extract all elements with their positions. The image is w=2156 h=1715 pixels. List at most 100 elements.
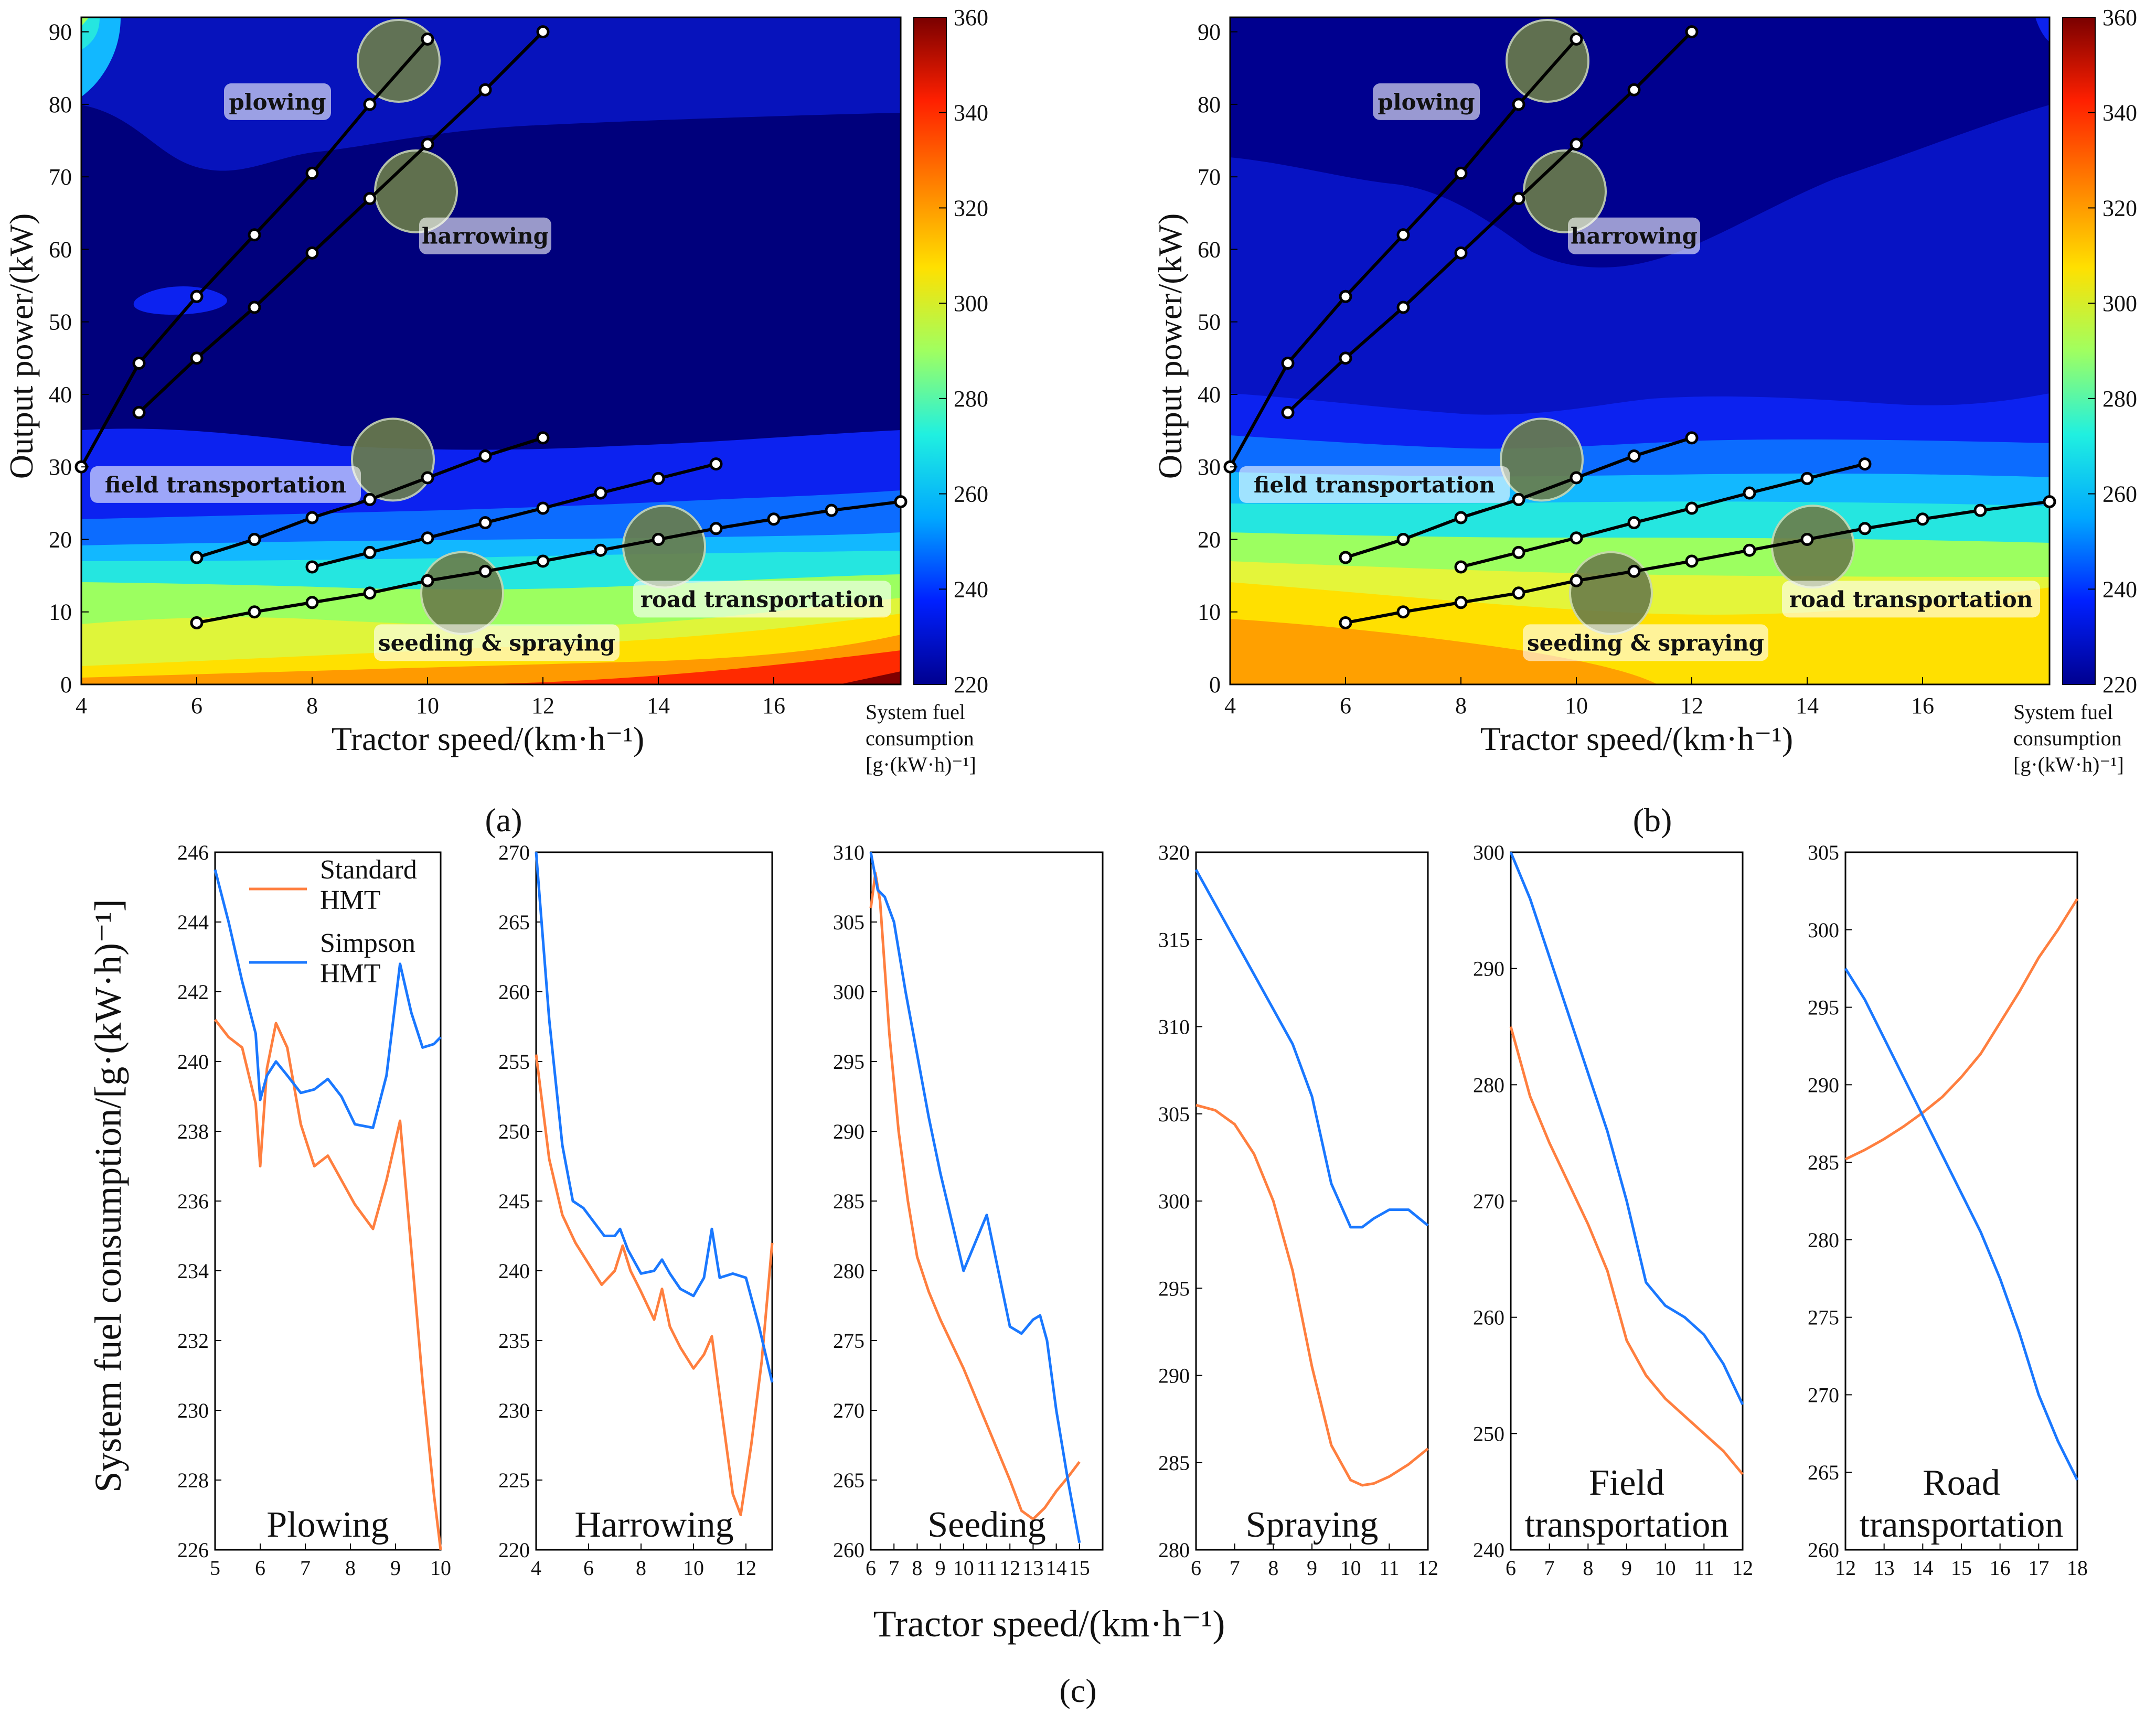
operation-point-field-transportation-a-4 [421, 471, 434, 485]
operation-point-field-transportation-b-0 [1339, 551, 1352, 564]
line-y-tick-label-4-2: 260 [1473, 1306, 1504, 1330]
line-y-tick-label-2-0: 260 [833, 1538, 864, 1562]
series-4-simpson-hmt [1509, 852, 1744, 1405]
line-x-tick-label-3-5: 11 [1379, 1556, 1400, 1580]
line-x-tick-label-3-0: 6 [1191, 1556, 1201, 1580]
operation-label-bg-plowing-a [224, 83, 331, 120]
operation-point-plowing-a-1 [132, 357, 146, 370]
line-chart-title-0-0: Plowing [266, 1505, 389, 1545]
operation-photo-road-transportation-b [1771, 505, 1855, 589]
y-tick-label-a-6: 60 [49, 237, 72, 262]
series-3-simpson-hmt [1194, 869, 1429, 1229]
operation-label-bg-road-transportation-a [633, 581, 891, 618]
operation-point-plowing-b-4 [1454, 166, 1468, 180]
y-tick-label-a-7: 70 [49, 164, 72, 190]
line-x-tick-label-5-4: 16 [1990, 1556, 2011, 1580]
operation-point-seeding-spraying-a-4 [536, 501, 550, 515]
operation-point-road-transportation-b-7 [1743, 543, 1756, 557]
colorbar-tick-label-1-0: 220 [2102, 672, 2137, 698]
y-tick-label-a-0: 0 [60, 672, 72, 698]
series-5-standard-hmt [1844, 898, 2079, 1161]
legend-label-1-0: Simpson [320, 928, 415, 958]
series-1-standard-hmt [535, 1054, 774, 1516]
colorbar-b-title-1: System fuel [2013, 700, 2113, 724]
legend-label-0-0: Standard [320, 855, 417, 885]
line-x-tick-label-2-3: 9 [935, 1556, 946, 1580]
colorbar-b-ticks: 220 240 260 280 300 320 340 360 [2088, 5, 2137, 698]
line-y-tick-label-5-6: 290 [1808, 1073, 1839, 1097]
line-x-tick-label-0-3: 8 [345, 1556, 356, 1580]
line-y-tick-label-0-5: 236 [177, 1189, 209, 1213]
operation-point-plowing-b-5 [1512, 98, 1525, 111]
y-tick-label-a-4: 40 [49, 382, 72, 408]
operation-line-seeding-spraying-a [312, 462, 717, 569]
line-y-tick-label-3-1: 285 [1158, 1451, 1190, 1475]
operation-label-bg-harrowing-a [419, 217, 551, 254]
line-x-tick-label-2-4: 10 [953, 1556, 974, 1580]
operation-point-road-transportation-b-1 [1396, 605, 1410, 619]
operation-point-field-transportation-b-1 [1396, 532, 1410, 546]
line-chart-title-5-1: transportation [1860, 1505, 2064, 1545]
operation-point-road-transportation-a-11 [825, 503, 838, 517]
colorbar-tick-label-1-1: 240 [2102, 576, 2137, 602]
operation-label-harrowing-b: harrowing [1571, 223, 1698, 249]
line-chart-2: 6 7 8 9 10 11 12 13 14 15 260 265 270 275 280 285 290 295… [833, 841, 1104, 1580]
operation-point-harrowing-a-4 [363, 192, 377, 206]
line-chart-4: 6 7 8 9 10 11 12 240 250 260 270 280 290 300 Fieldtran… [1473, 841, 1753, 1580]
operation-photo-plowing-b [1506, 18, 1589, 103]
panel-label-a: (a) [485, 801, 522, 839]
line-y-tick-label-1-0: 220 [498, 1538, 530, 1562]
operation-point-harrowing-a-5 [421, 137, 434, 151]
operation-point-seeding-spraying-a-3 [478, 516, 492, 530]
operation-label-road-transportation-a: road transportation [641, 586, 884, 612]
line-x-tick-label-2-6: 12 [999, 1556, 1020, 1580]
operation-point-seeding-spraying-a-7 [709, 457, 723, 471]
axes-a: 4 6 8 10 12 14 16 0 10 20 30 40 50 60 70 80 90 [49, 19, 785, 719]
line-chart-3: 6 7 8 9 10 11 12 280 285 290 295 300 305 310 315 320 Spr… [1158, 841, 1438, 1580]
operation-photo-seeding-spraying-a [420, 551, 504, 635]
line-y-tick-label-0-0: 226 [177, 1538, 209, 1562]
line-y-tick-label-5-0: 260 [1808, 1538, 1839, 1562]
operation-point-field-transportation-a-3 [363, 492, 377, 506]
operation-point-plowing-b-1 [1281, 357, 1295, 370]
line-x-tick-label-4-1: 7 [1544, 1556, 1555, 1580]
line-x-tick-label-3-2: 8 [1268, 1556, 1278, 1580]
operation-photo-field-transportation-a [351, 417, 435, 502]
y-tick-label-b-1: 10 [1198, 599, 1221, 625]
operation-point-harrowing-b-4 [1512, 192, 1525, 206]
operation-point-seeding-spraying-b-6 [1800, 471, 1814, 485]
operation-point-seeding-spraying-b-2 [1570, 531, 1583, 545]
colorbar-b-title-2: consumption [2013, 726, 2122, 750]
line-y-tick-label-5-2: 270 [1808, 1383, 1839, 1407]
colorbar-tick-label-1-7: 360 [2102, 5, 2137, 30]
line-y-tick-label-4-3: 270 [1473, 1189, 1504, 1213]
operation-point-plowing-a-5 [363, 98, 377, 111]
operation-point-seeding-spraying-b-3 [1627, 516, 1641, 530]
line-y-tick-label-2-10: 310 [833, 841, 864, 864]
operation-point-harrowing-b-3 [1454, 246, 1468, 260]
colorbar-tick-label-0-0: 220 [954, 672, 988, 698]
operation-point-field-transportation-b-2 [1454, 511, 1468, 524]
line-chart-0: 5 6 7 8 9 10 226 228 230 232 234 236 238 240 242 244 246… [177, 841, 451, 1580]
colorbar-tick-label-1-4: 300 [2102, 291, 2137, 316]
line-x-tick-label-2-7: 13 [1022, 1556, 1043, 1580]
line-chart-title-4-0: Field [1589, 1463, 1664, 1503]
ylabel-a: Output power/(kW) [3, 213, 40, 479]
colorbar-a-title-3: [g·(kW·h)⁻¹] [866, 753, 976, 776]
operation-point-road-transportation-a-7 [594, 543, 607, 557]
line-y-tick-label-1-3: 235 [498, 1329, 530, 1353]
ylabel-b: Output power/(kW) [1151, 213, 1189, 479]
x-tick-label-b-5: 14 [1796, 693, 1819, 719]
operation-point-road-transportation-a-6 [536, 554, 550, 568]
operation-point-harrowing-a-7 [536, 25, 550, 39]
line-y-tick-label-4-4: 280 [1473, 1073, 1504, 1097]
operation-line-harrowing-a [137, 30, 545, 414]
line-x-tick-label-4-3: 9 [1621, 1556, 1632, 1580]
line-x-tick-label-0-5: 10 [430, 1556, 451, 1580]
line-chart-frame-5 [1844, 851, 2078, 1551]
colorbar-tick-label-1-6: 340 [2102, 100, 2137, 126]
operation-point-seeding-spraying-b-0 [1454, 560, 1468, 574]
line-x-tick-label-3-1: 7 [1230, 1556, 1240, 1580]
operation-label-field-transportation-b: field transportation [1254, 472, 1495, 498]
operation-photo-field-transportation-b [1500, 417, 1584, 502]
